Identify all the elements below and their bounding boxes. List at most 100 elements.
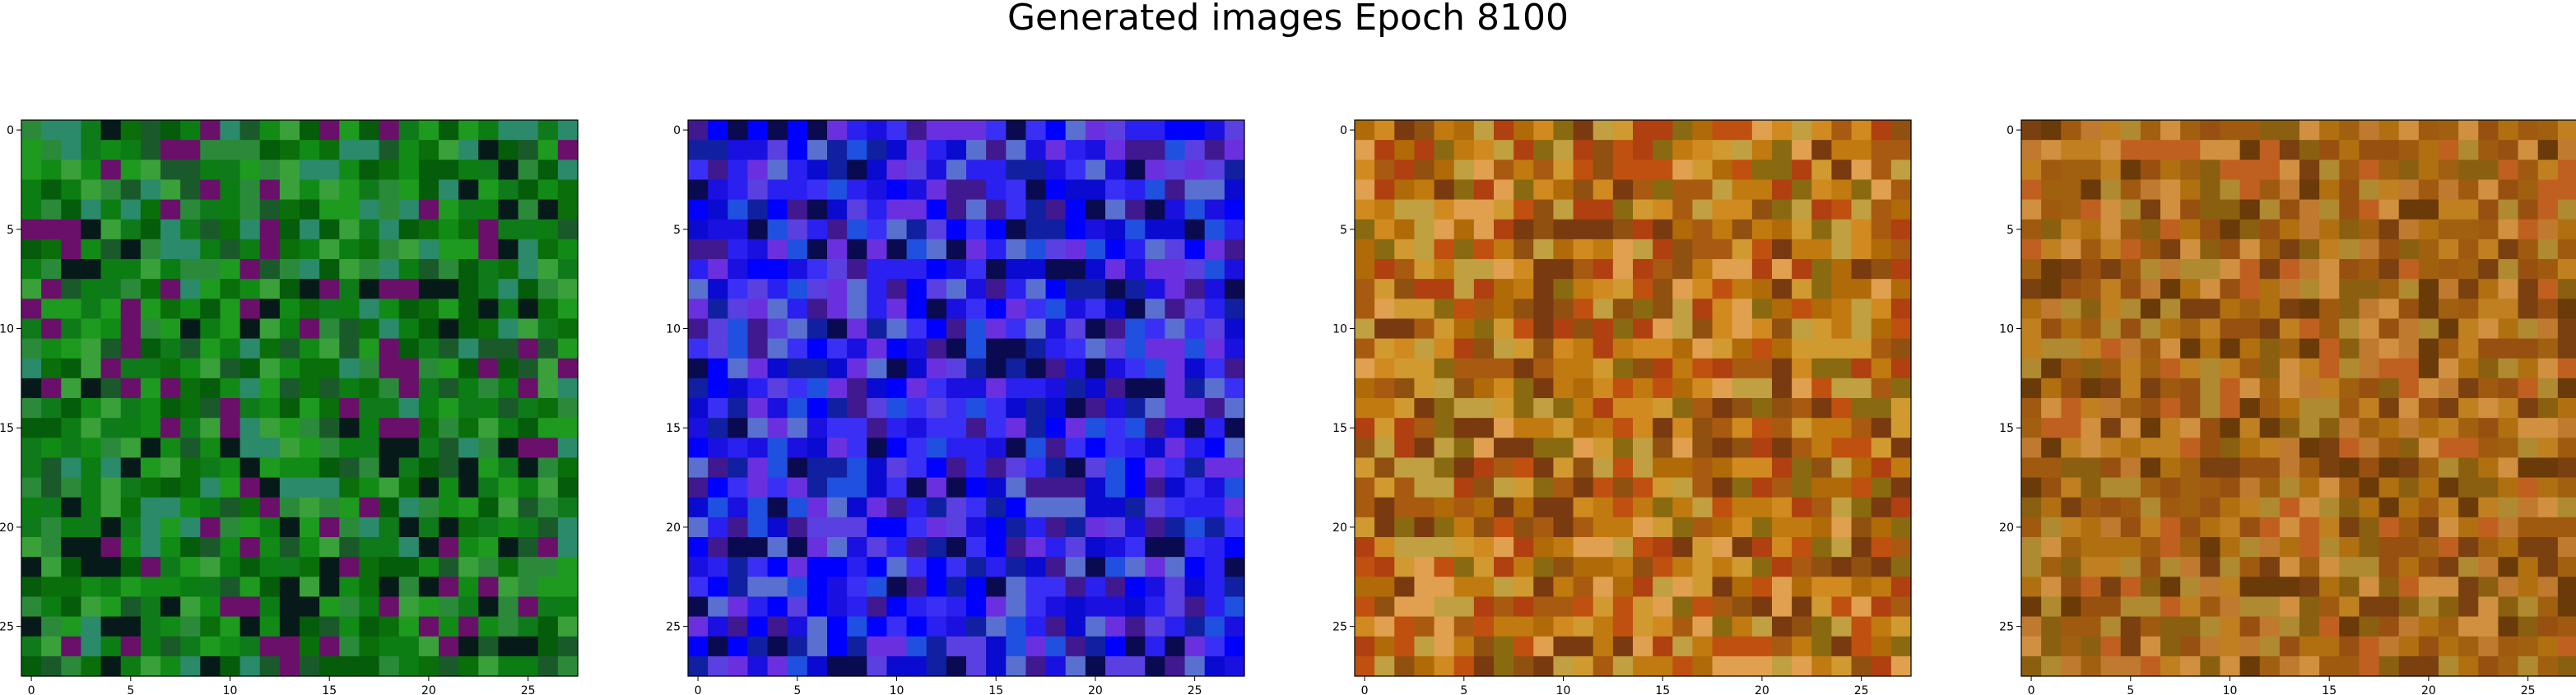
heatmap-cell <box>2220 616 2241 637</box>
heatmap-cell <box>2180 338 2201 359</box>
heatmap-cell <box>1184 120 1206 141</box>
heatmap-cell <box>886 457 908 479</box>
heatmap-cell <box>518 259 539 280</box>
heatmap-cell <box>1006 378 1027 399</box>
heatmap-cell <box>2021 398 2042 419</box>
heatmap-cell <box>787 219 808 240</box>
heatmap-cell <box>1025 179 1047 201</box>
heatmap-cell <box>1514 616 1534 637</box>
heatmap-cell <box>518 398 539 419</box>
heatmap-cell <box>906 199 928 220</box>
heatmap-cell <box>41 497 62 518</box>
heatmap-cell <box>2458 140 2479 160</box>
heatmap-cell <box>339 477 360 498</box>
heatmap-cell <box>1065 656 1086 677</box>
heatmap-cell <box>1811 596 1833 618</box>
heatmap-cell <box>966 577 987 598</box>
heatmap-cell <box>2061 338 2082 359</box>
heatmap-cell <box>439 378 459 399</box>
heatmap-cell <box>1224 418 1245 438</box>
heatmap-cell <box>1355 557 1375 577</box>
heatmap-cell <box>2061 636 2082 657</box>
heatmap-cell <box>1025 259 1047 280</box>
heatmap-cell <box>1612 497 1634 518</box>
heatmap-cell <box>2120 398 2141 419</box>
heatmap-cell <box>1811 457 1833 479</box>
heatmap-cell <box>1772 259 1793 280</box>
heatmap-cell <box>2418 418 2439 438</box>
heatmap-cell <box>1811 219 1833 240</box>
heatmap-cell <box>319 318 340 340</box>
heatmap-cell <box>847 140 867 160</box>
heatmap-cell <box>319 160 340 181</box>
heatmap-cell <box>1045 616 1067 637</box>
heatmap-cell <box>2021 577 2042 598</box>
heatmap-cell <box>1553 656 1574 677</box>
heatmap-cell <box>2279 497 2300 518</box>
heatmap-cell <box>787 557 808 577</box>
heatmap-cell <box>2180 557 2201 577</box>
heatmap-cell <box>1025 557 1047 577</box>
heatmap-cell <box>557 596 579 618</box>
heatmap-cell <box>728 398 749 419</box>
y-tick-label: 15 <box>1999 422 2014 435</box>
heatmap-cell <box>2041 199 2062 220</box>
heatmap-cell <box>747 120 769 141</box>
heatmap-cell <box>2498 358 2519 379</box>
heatmap-cell <box>2200 398 2221 419</box>
heatmap-cell <box>946 418 967 438</box>
heatmap-cell <box>100 239 122 260</box>
heatmap-cell <box>2418 636 2439 657</box>
heatmap-cell <box>41 418 62 438</box>
heatmap-cell <box>2458 358 2479 379</box>
heatmap-cell <box>1394 358 1416 379</box>
heatmap-cell <box>1045 438 1067 459</box>
heatmap-cell <box>2339 636 2360 657</box>
heatmap-cell <box>1394 219 1416 240</box>
heatmap-cell <box>160 636 181 657</box>
heatmap-cell <box>2359 537 2380 558</box>
heatmap-cell <box>557 517 579 538</box>
heatmap-cell <box>279 279 300 299</box>
heatmap-cell <box>2378 577 2400 598</box>
heatmap-cell <box>2061 199 2082 220</box>
heatmap-cell <box>1165 438 1186 459</box>
x-tick-label: 20 <box>1088 684 1103 695</box>
heatmap-cell <box>2478 179 2499 201</box>
heatmap-cell <box>1751 318 1773 340</box>
heatmap-cell <box>1890 636 1912 657</box>
heatmap-cell <box>2478 318 2499 340</box>
heatmap-cell <box>1105 318 1126 340</box>
heatmap-cell <box>886 418 908 438</box>
heatmap-cell <box>1672 219 1694 240</box>
heatmap-cell <box>2200 338 2221 359</box>
heatmap-cell <box>886 219 908 240</box>
y-tick-label: 5 <box>2006 224 2014 237</box>
heatmap-cell <box>498 438 519 459</box>
heatmap-cell <box>1871 418 1892 438</box>
heatmap-cell <box>2458 199 2479 220</box>
heatmap-cell <box>41 577 62 598</box>
heatmap-cell <box>239 140 261 160</box>
heatmap-cell <box>1890 656 1912 677</box>
heatmap-cell <box>1125 239 1146 260</box>
heatmap-cell <box>728 656 749 677</box>
heatmap-cell <box>1065 259 1086 280</box>
heatmap-cell <box>359 398 380 419</box>
heatmap-cell <box>1851 338 1872 359</box>
heatmap-cell <box>200 199 221 220</box>
heatmap-cell <box>1394 179 1416 201</box>
heatmap-cell <box>926 219 947 240</box>
heatmap-cell <box>1065 517 1086 538</box>
heatmap-cell <box>359 160 380 181</box>
heatmap-cell <box>498 477 519 498</box>
heatmap-cell <box>1355 457 1375 479</box>
heatmap-cell <box>2259 438 2281 459</box>
heatmap-cell <box>2061 457 2082 479</box>
heatmap-cell <box>220 577 241 598</box>
heatmap-cell <box>180 120 201 141</box>
heatmap-cell <box>1653 120 1673 141</box>
heatmap-cell <box>21 577 42 598</box>
heatmap-cell <box>1145 517 1166 538</box>
heatmap-cell <box>81 418 102 438</box>
